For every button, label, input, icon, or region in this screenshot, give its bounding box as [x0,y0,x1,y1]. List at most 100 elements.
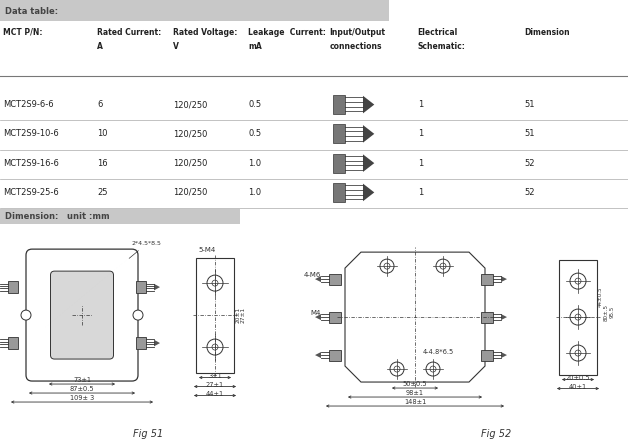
Text: 20±1: 20±1 [236,307,241,323]
Text: 80±.5: 80±.5 [604,303,609,320]
Circle shape [390,362,404,376]
Bar [333,154,345,173]
Polygon shape [501,314,507,320]
Text: mA: mA [248,41,262,51]
Circle shape [570,309,586,325]
Text: MCT2S9-16-6: MCT2S9-16-6 [3,158,59,168]
Bar [333,125,345,143]
Bar [8,337,18,349]
Bar [481,350,493,360]
Bar [196,258,234,372]
Circle shape [426,362,440,376]
Circle shape [570,273,586,289]
Circle shape [440,263,446,269]
Circle shape [436,259,450,273]
Text: 50±0.5: 50±0.5 [403,381,427,387]
Text: 0.5: 0.5 [248,100,261,109]
Circle shape [575,350,581,356]
Text: 4-4.8*6.5: 4-4.8*6.5 [423,349,454,355]
Text: MCT2S9-10-6: MCT2S9-10-6 [3,129,59,138]
Text: connections: connections [330,41,382,51]
Text: 87±0.5: 87±0.5 [70,386,94,392]
Text: 5-M4: 5-M4 [198,247,215,253]
Polygon shape [315,314,321,320]
Circle shape [575,278,581,284]
Text: 52: 52 [524,158,535,168]
Text: Rated Voltage:: Rated Voltage: [173,28,237,37]
Bar [329,274,341,285]
Text: 120/250: 120/250 [173,158,207,168]
Circle shape [384,263,390,269]
Text: 109± 3: 109± 3 [70,395,94,401]
Bar [481,274,493,285]
Bar [136,337,146,349]
Polygon shape [345,252,485,382]
Text: 148±1: 148±1 [404,399,426,405]
Text: 73±1: 73±1 [73,377,91,383]
Text: Fig 51: Fig 51 [133,429,164,439]
Text: 16: 16 [97,158,108,168]
Text: Fig 52: Fig 52 [482,429,512,439]
Bar [329,350,341,360]
Circle shape [133,310,143,320]
Circle shape [212,344,218,350]
Circle shape [394,366,400,372]
Circle shape [207,339,223,355]
Bar [0,0,389,21]
Text: 3±1: 3±1 [208,372,222,379]
Bar [8,281,18,293]
Polygon shape [315,352,321,358]
Text: 1: 1 [418,100,423,109]
Text: Input/Output: Input/Output [330,28,386,37]
Polygon shape [315,276,321,282]
Text: 20±0.5: 20±0.5 [566,375,590,380]
Bar [559,259,597,375]
Polygon shape [501,276,507,282]
Text: M4: M4 [311,310,321,316]
Text: Dimension: Dimension [524,28,570,37]
Text: Data table:: Data table: [5,7,58,16]
Polygon shape [501,352,507,358]
Circle shape [212,280,218,286]
Text: 1: 1 [418,188,423,197]
Polygon shape [363,125,374,143]
Text: 27±1: 27±1 [206,381,224,388]
Circle shape [380,259,394,273]
Text: 10: 10 [97,129,108,138]
Text: Dimension:   unit :mm: Dimension: unit :mm [5,212,110,221]
Text: V: V [173,41,178,51]
Text: 44±0.5: 44±0.5 [597,287,602,307]
Circle shape [207,275,223,291]
Polygon shape [154,284,160,291]
Polygon shape [363,154,374,172]
Bar [136,281,146,293]
Polygon shape [154,340,160,346]
Text: 120/250: 120/250 [173,129,207,138]
Circle shape [570,345,586,361]
Text: 2*4.5*8.5: 2*4.5*8.5 [129,241,162,259]
Text: 40±1: 40±1 [569,384,587,389]
Text: A: A [97,41,103,51]
Text: MCT P/N:: MCT P/N: [3,28,43,37]
Text: 1.0: 1.0 [248,188,261,197]
Text: 1: 1 [418,129,423,138]
Bar [333,183,345,202]
Text: 52: 52 [524,188,535,197]
Text: 25: 25 [97,188,108,197]
Text: 1: 1 [418,158,423,168]
Text: 98±1: 98±1 [406,390,424,396]
Circle shape [575,314,581,320]
Text: Leakage  Current:: Leakage Current: [248,28,326,37]
Circle shape [21,310,31,320]
Text: Rated Current:: Rated Current: [97,28,161,37]
Text: 95.5: 95.5 [610,306,615,318]
Bar [0,209,240,224]
Text: MCT2S9-25-6: MCT2S9-25-6 [3,188,59,197]
Polygon shape [363,96,374,113]
FancyBboxPatch shape [26,249,138,381]
Text: 44±1: 44±1 [206,391,224,396]
Text: 120/250: 120/250 [173,188,207,197]
Text: Electrical: Electrical [418,28,458,37]
Text: MCT2S9-6-6: MCT2S9-6-6 [3,100,54,109]
FancyBboxPatch shape [50,271,114,359]
